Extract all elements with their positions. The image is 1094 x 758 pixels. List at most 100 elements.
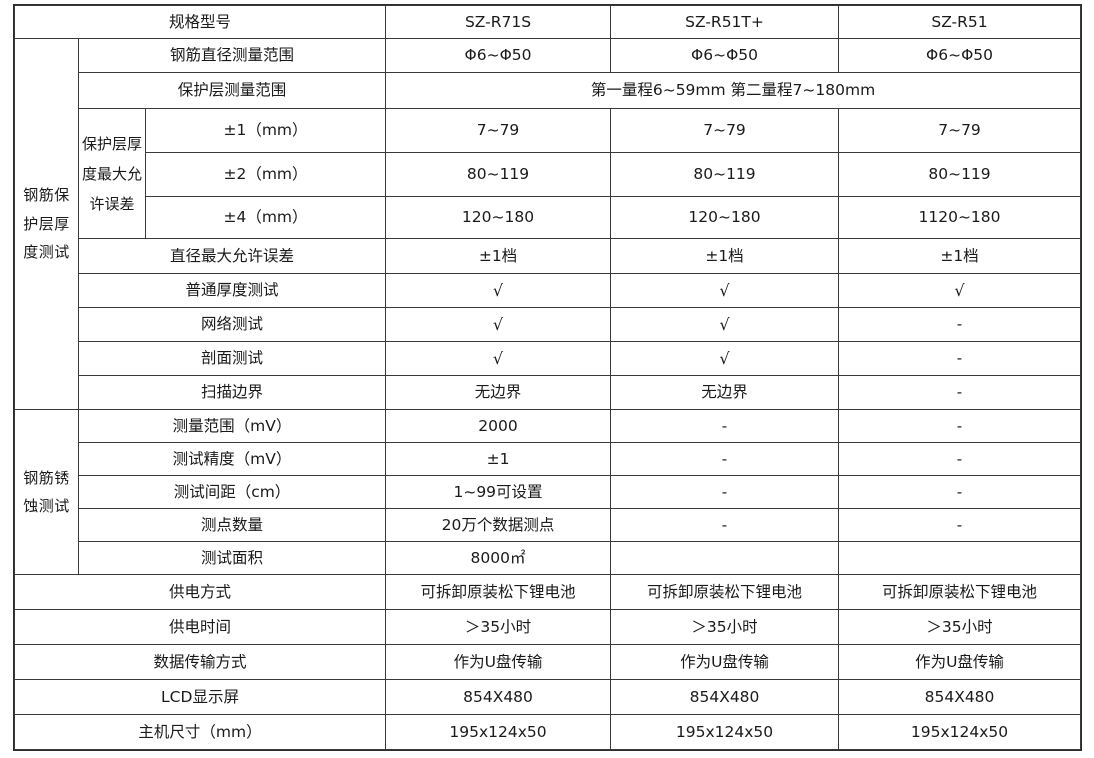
table-row: 测试面积 8000㎡: [15, 541, 1082, 575]
row-label-lcd-screen: LCD显示屏: [13, 679, 387, 715]
row-label-power-supply: 供电方式: [13, 574, 387, 610]
row-label-cover-range: 保护层测量范围: [77, 72, 387, 109]
cell-value: 20万个数据测点: [385, 508, 612, 542]
table-row: 剖面测试 √ √ -: [15, 341, 1082, 376]
table-row: LCD显示屏 854X480 854X480 854X480: [13, 679, 1082, 715]
cell-value: 80~119: [610, 152, 840, 197]
cell-value: ＞35小时: [385, 609, 612, 645]
cell-value: 作为U盘传输: [838, 644, 1082, 680]
cell-value: -: [838, 341, 1082, 376]
specification-table: 规格型号 SZ-R71S SZ-R51T+ SZ-R51 钢筋保护层厚度测试 钢…: [12, 4, 1083, 751]
table-row: 钢筋保护层厚度测试 钢筋直径测量范围 Φ6~Φ50 Φ6~Φ50 Φ6~Φ50: [14, 38, 1082, 410]
cell-value: ＞35小时: [610, 609, 840, 645]
cell-value: -: [610, 409, 840, 443]
cell-value: 无边界: [385, 375, 612, 410]
table-row: 保护层测量范围 第一量程6~59mm 第二量程7~180mm: [15, 72, 1082, 109]
row-label-diameter-range: 钢筋直径测量范围: [77, 38, 387, 73]
cell-value: -: [838, 375, 1082, 410]
cell-value: Φ6~Φ50: [838, 38, 1082, 73]
row-label-measure-range-mv: 测量范围（mV）: [77, 409, 387, 443]
cell-value: ±1: [385, 442, 612, 476]
row-label-tolerance-4: ±4（mm）: [144, 196, 387, 239]
cell-value: -: [610, 475, 840, 509]
cell-value: 可拆卸原装松下锂电池: [385, 574, 612, 610]
table-row: ±2（mm） 80~119 80~119 80~119: [15, 152, 1082, 197]
table-row: 测试精度（mV） ±1 - -: [15, 442, 1082, 476]
cell-value: √: [385, 307, 612, 342]
cell-value: -: [838, 307, 1082, 342]
header-spec-label: 规格型号: [13, 5, 387, 39]
cell-value: √: [385, 273, 612, 308]
header-model-1: SZ-R51T+: [610, 5, 840, 39]
table-row: 供电方式 可拆卸原装松下锂电池 可拆卸原装松下锂电池 可拆卸原装松下锂电池: [13, 574, 1082, 610]
row-label-scan-boundary: 扫描边界: [77, 375, 387, 410]
table-row: 数据传输方式 作为U盘传输 作为U盘传输 作为U盘传输: [13, 644, 1082, 680]
table-row: 主机尺寸（mm） 195x124x50 195x124x50 195x124x5…: [13, 714, 1082, 750]
table-row: 供电时间 ＞35小时 ＞35小时 ＞35小时: [13, 609, 1082, 645]
row-label-accuracy-mv: 测试精度（mV）: [77, 442, 387, 476]
row-label-network-test: 网络测试: [77, 307, 387, 342]
cell-value: 1~99可设置: [385, 475, 612, 509]
cell-value: 1120~180: [838, 196, 1082, 239]
header-model-2: SZ-R51: [838, 5, 1082, 39]
cell-value: 无边界: [610, 375, 840, 410]
cell-value: 8000㎡: [385, 541, 612, 575]
cell-value: -: [610, 442, 840, 476]
cell-value: [838, 541, 1082, 575]
cell-value: Φ6~Φ50: [385, 38, 612, 73]
cell-value: 854X480: [610, 679, 840, 715]
table-header-row: 规格型号 SZ-R71S SZ-R51T+ SZ-R51: [13, 5, 1082, 39]
cell-value: -: [838, 442, 1082, 476]
specification-table-container: 规格型号 SZ-R71S SZ-R51T+ SZ-R51 钢筋保护层厚度测试 钢…: [12, 4, 1083, 751]
cell-value: 195x124x50: [838, 714, 1082, 750]
cell-value: 195x124x50: [385, 714, 612, 750]
row-label-tolerance-1: ±1（mm）: [144, 108, 387, 153]
table-row: ±4（mm） 120~180 120~180 1120~180: [15, 196, 1082, 239]
cell-value: 7~79: [838, 108, 1082, 153]
cell-value: √: [385, 341, 612, 376]
cell-value: 854X480: [838, 679, 1082, 715]
cell-value: 80~119: [385, 152, 612, 197]
cell-value: 195x124x50: [610, 714, 840, 750]
row-label-data-transfer: 数据传输方式: [13, 644, 387, 680]
header-model-0: SZ-R71S: [385, 5, 612, 39]
table-row: 测点数量 20万个数据测点 - -: [15, 508, 1082, 542]
cell-value: 80~119: [838, 152, 1082, 197]
section-label-rebar-cover: 钢筋保护层厚度测试: [14, 38, 79, 410]
table-row: 测试间距（cm） 1~99可设置 - -: [15, 475, 1082, 509]
row-label-test-spacing-cm: 测试间距（cm）: [77, 475, 387, 509]
table-row: 网络测试 √ √ -: [15, 307, 1082, 342]
cell-value: 120~180: [610, 196, 840, 239]
row-label-diameter-max-error: 直径最大允许误差: [77, 238, 387, 274]
cell-value: 可拆卸原装松下锂电池: [610, 574, 840, 610]
cell-value: -: [838, 508, 1082, 542]
cell-value: √: [838, 273, 1082, 308]
cell-value: ±1档: [838, 238, 1082, 274]
row-label-tolerance-2: ±2（mm）: [144, 152, 387, 197]
cell-value: √: [610, 273, 840, 308]
cell-value: √: [610, 341, 840, 376]
table-row: 直径最大允许误差 ±1档 ±1档 ±1档: [15, 238, 1082, 274]
cell-value: -: [610, 508, 840, 542]
cell-value: 120~180: [385, 196, 612, 239]
cell-value: -: [838, 409, 1082, 443]
row-label-power-duration: 供电时间: [13, 609, 387, 645]
cell-value: 作为U盘传输: [610, 644, 840, 680]
table-row: 保护层厚度最大允许误差 ±1（mm） 7~79 7~79 7~79: [15, 108, 1082, 239]
cell-value: [610, 541, 840, 575]
cell-value: ±1档: [610, 238, 840, 274]
table-row: 普通厚度测试 √ √ √: [15, 273, 1082, 308]
cell-value: 854X480: [385, 679, 612, 715]
cell-value: 作为U盘传输: [385, 644, 612, 680]
table-row: 钢筋锈蚀测试 测量范围（mV） 2000 - -: [14, 409, 1082, 575]
row-label-normal-thickness-test: 普通厚度测试: [77, 273, 387, 308]
cell-value: ＞35小时: [838, 609, 1082, 645]
row-label-test-area: 测试面积: [77, 541, 387, 575]
cell-value-merged-cover-range: 第一量程6~59mm 第二量程7~180mm: [385, 72, 1082, 109]
cell-value: 7~79: [385, 108, 612, 153]
cell-value: 2000: [385, 409, 612, 443]
cell-value: Φ6~Φ50: [610, 38, 840, 73]
section-label-rebar-corrosion: 钢筋锈蚀测试: [14, 409, 79, 575]
cell-value: 7~79: [610, 108, 840, 153]
row-label-host-dimensions: 主机尺寸（mm）: [13, 714, 387, 750]
